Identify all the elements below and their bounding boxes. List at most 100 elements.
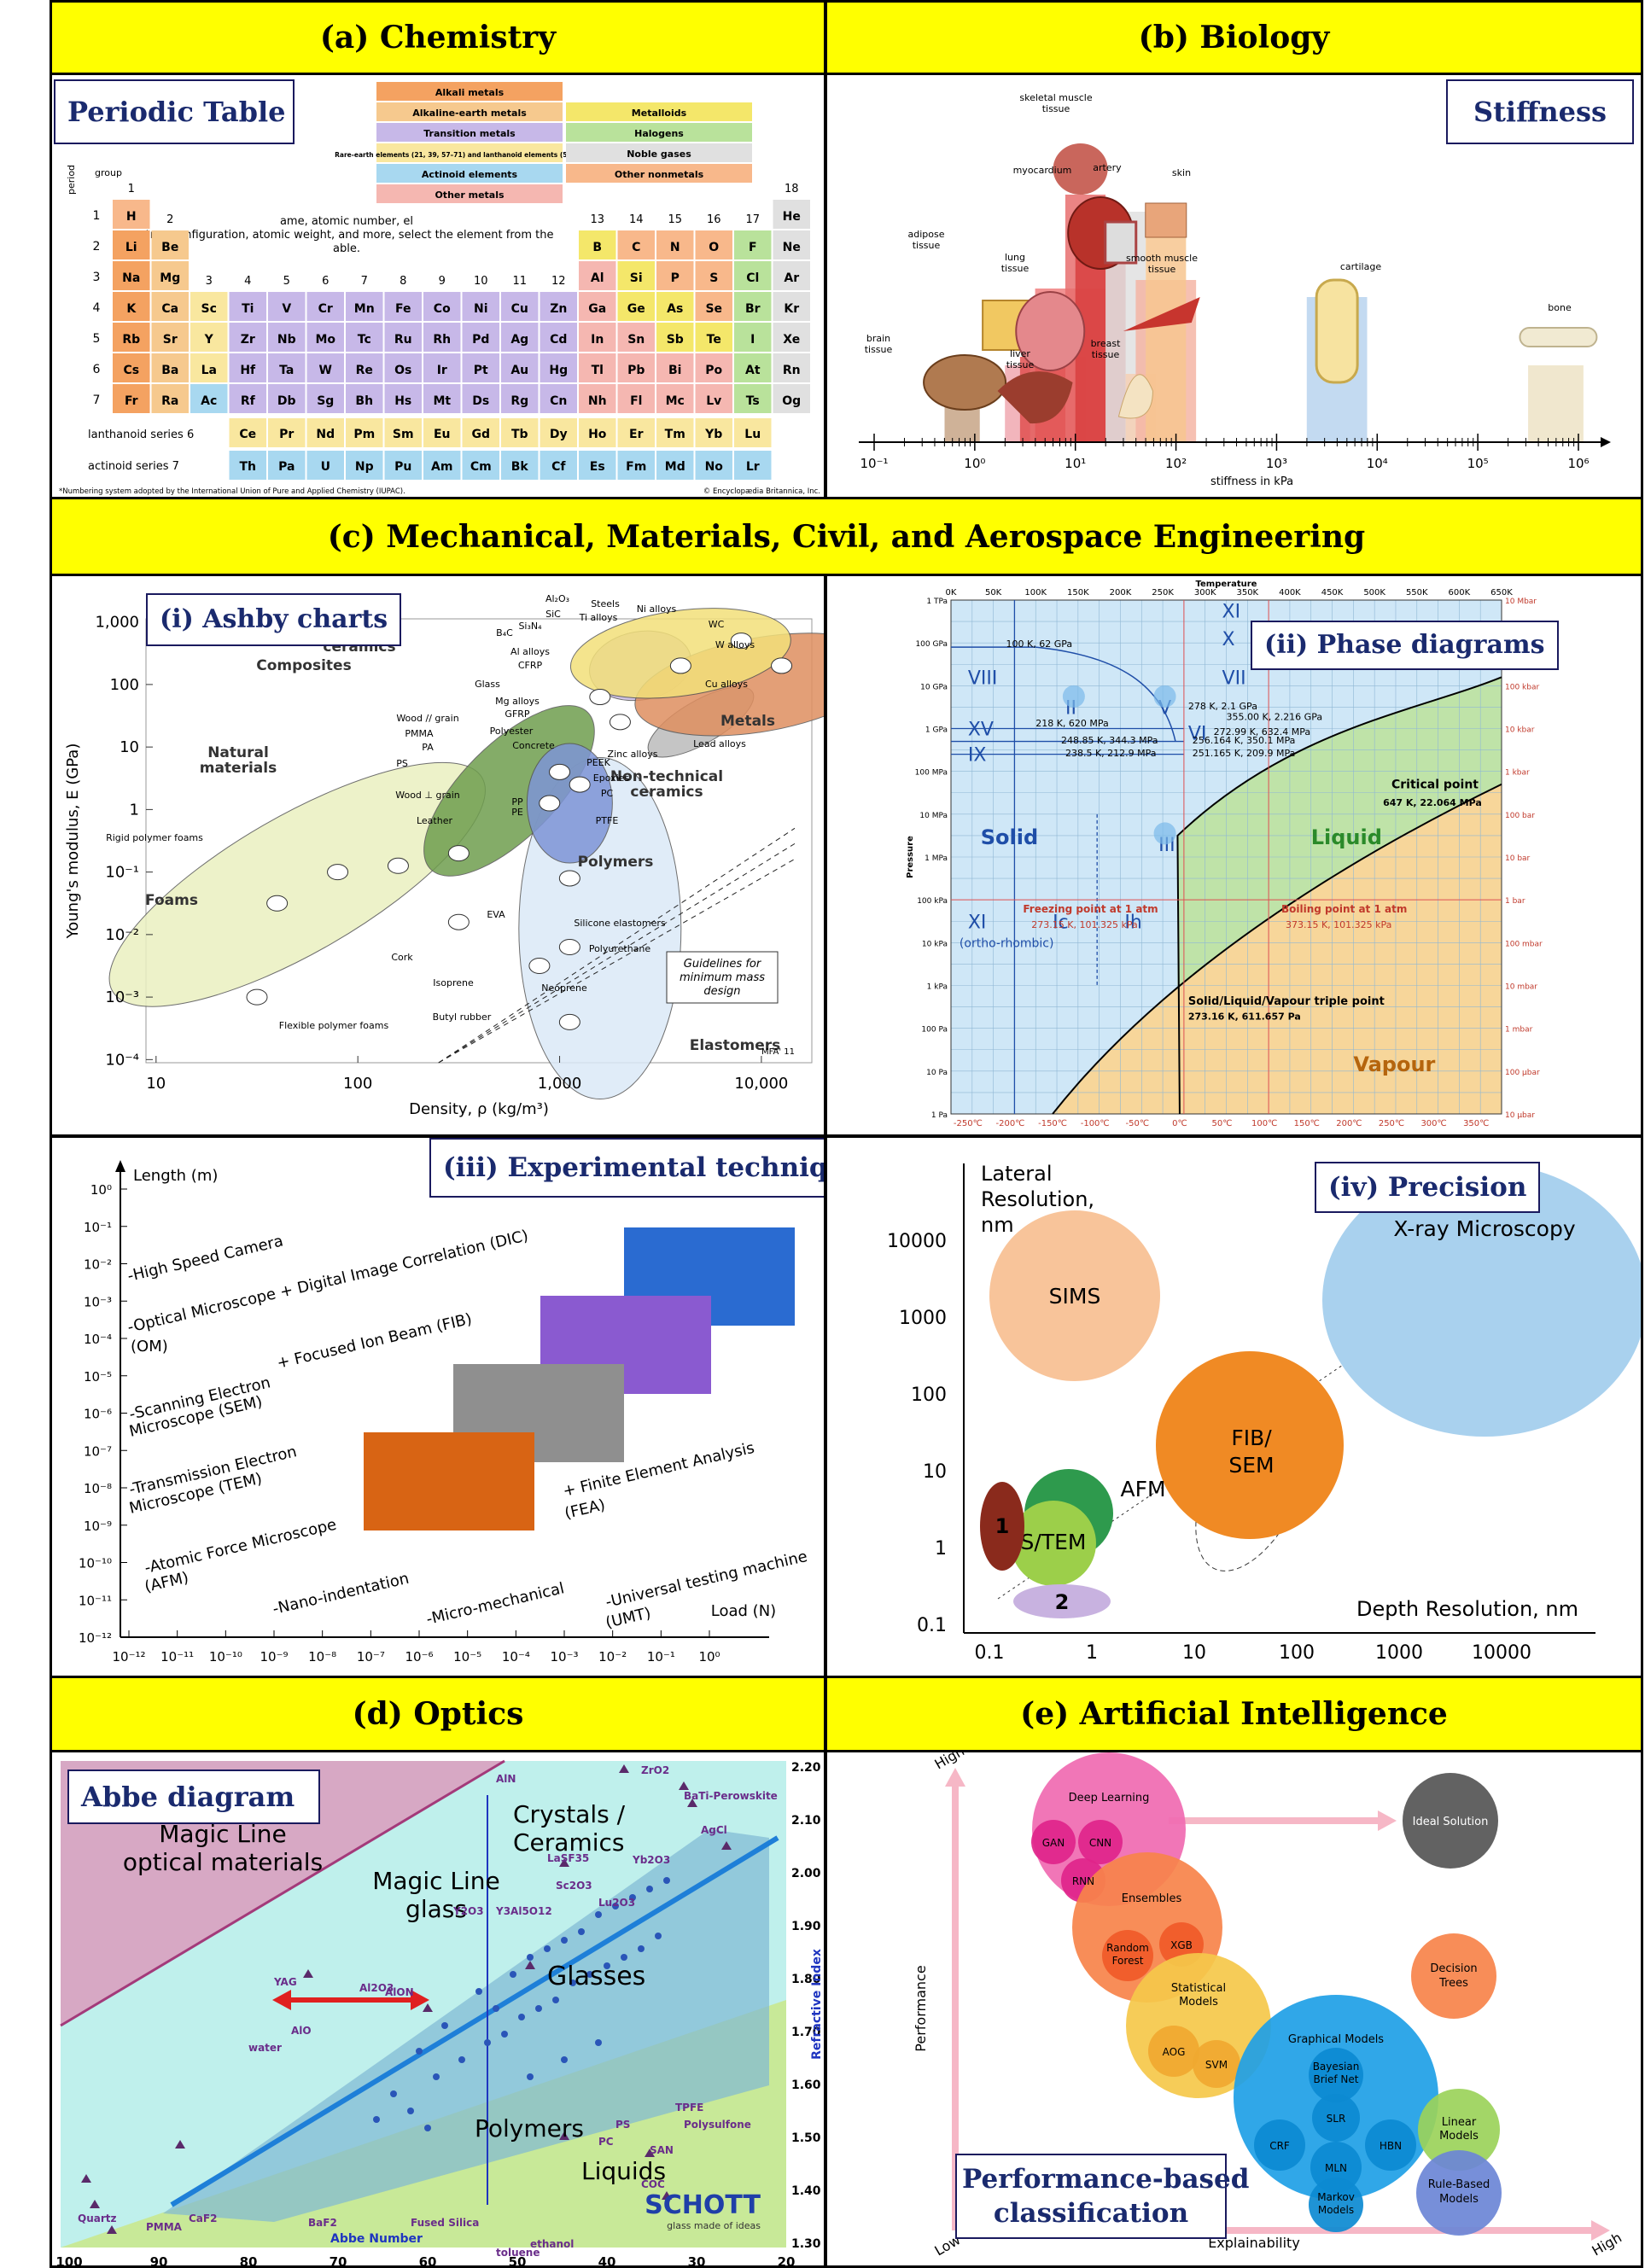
x-tick-label: 0.1 [975,1642,1005,1664]
legend-label: Actinoid elements [422,169,518,180]
element-symbol: Ne [783,241,801,254]
bottom-tick: -150℃ [1038,1119,1067,1128]
element-cell [695,353,732,382]
bottom-tick: 0℃ [1172,1119,1187,1128]
right-tick: 10 µbar [1505,1111,1535,1120]
material-label: ZrO2 [641,1764,669,1776]
bottom-tick: -200℃ [995,1119,1024,1128]
legend-swatch [566,143,752,162]
element-symbol: Li [125,241,137,254]
legend-swatch [376,82,563,101]
axis-tick-label: 10⁰ [964,456,985,471]
credit: MFA' 11 [761,1047,795,1057]
glass-point [604,1962,610,1969]
slr-bubble [1312,2094,1360,2142]
element-symbol: Th [239,460,256,474]
deep-label: Deep Learning [1069,1792,1150,1804]
top-axis-title: Temperature [1196,580,1257,589]
sublimation-curve [1052,783,1502,1115]
glass-point [569,1979,576,1986]
phase-label: Ic [1053,912,1069,933]
element-symbol: Ts [746,394,760,408]
y-tick-label: 10⁻¹⁰ [79,1556,112,1571]
family-label: materials [200,760,277,777]
element-cell [617,230,655,259]
element-cell [268,418,306,447]
tissue-label: tissue [1006,359,1035,370]
tissue-band [1528,365,1584,442]
element-cell [462,384,499,413]
gan-bubble [1031,1820,1076,1864]
element-cell [540,451,577,480]
crystal-point [559,1858,569,1867]
rf-bubble [1102,1930,1153,1981]
legend-swatch [376,123,563,142]
freezing-value: 273.15 K, 101.325 kPa [1031,919,1137,930]
top-tick: 100K [1024,588,1047,598]
phase-label: XI [1222,602,1241,623]
y-axis-label: Young's modulus, E (GPa) [64,743,82,940]
y-tick-label: 10⁻² [105,926,139,944]
point-label: 251.165 K, 209.9 MPa [1193,748,1296,759]
material-label: Cu alloys [705,679,748,690]
y-tick-label: 10⁻⁶ [84,1407,112,1422]
element-symbol: Ra [161,394,178,408]
tissue-label: tissue [865,344,893,355]
element-symbol: As [667,302,683,316]
element-cell [579,384,616,413]
footnote-left: *Numbering system adopted by the Interna… [59,487,405,496]
period-label: period [66,165,77,195]
element-cell [695,451,732,480]
y-tick-label: 10⁻² [84,1257,112,1273]
bbn-bubble [1309,2048,1363,2102]
ideal-label: Ideal Solution [1413,1816,1489,1828]
material-label: AlON [385,1986,414,1998]
tissue-label: skin [1172,167,1191,178]
left-tick: 1 Pa [931,1111,948,1120]
element-symbol: Er [629,428,644,441]
material-label: LaSF35 [547,1852,589,1864]
legend-label: Alkaline-earth metals [412,108,527,119]
group-number: 8 [400,275,406,288]
element-symbol: Cf [551,460,566,474]
tissue-label: myocardium [1013,165,1072,176]
x-tick-label: 80 [240,2254,258,2268]
element-symbol: Sn [627,333,645,347]
material-label: toluene [496,2247,540,2259]
family-label: Polymers [578,854,654,871]
panel-ashby: 1,000 100 10 1 10⁻¹ 10⁻² 10⁻³ 10⁻⁴ 10 100 1,000 10,… [50,574,826,1137]
element-symbol: Cm [470,460,492,474]
element-cell [462,323,499,352]
magic-optical-line [60,1759,505,2027]
group-number: 14 [629,213,644,226]
bubble-label: SEM [1228,1453,1274,1478]
glass-point [561,1937,568,1944]
element-cell [113,292,150,321]
tissue-label: tissue [1042,103,1070,114]
rule-label: Rule-Based [1428,2178,1490,2191]
tissue-label: brain [866,333,890,344]
x-tick-label: 10⁻² [598,1649,627,1665]
tissue-label: bone [1548,302,1572,313]
element-cell [656,353,694,382]
right-tick: 1 mbar [1505,1026,1533,1035]
y-tick-label: 2.10 [791,1814,821,1828]
material-label: YAG [273,1976,297,1988]
element-symbol: Pt [474,364,488,377]
element-cell [579,230,616,259]
element-symbol: Sc [201,302,217,316]
group-number: 17 [745,213,760,226]
glass-point [621,1954,627,1961]
element-cell [462,292,499,321]
skin-icon [1145,202,1187,238]
red-arrowhead [272,1990,291,2010]
legend-label: Other metals [435,189,505,201]
material-bubble [589,689,611,706]
element-cell [190,323,228,352]
tissue-label: tissue [913,240,941,251]
material-bubble [246,988,268,1006]
element-cell [656,384,694,413]
element-cell [773,200,810,229]
material-label: PTFE [596,815,619,826]
element-cell [268,384,306,413]
